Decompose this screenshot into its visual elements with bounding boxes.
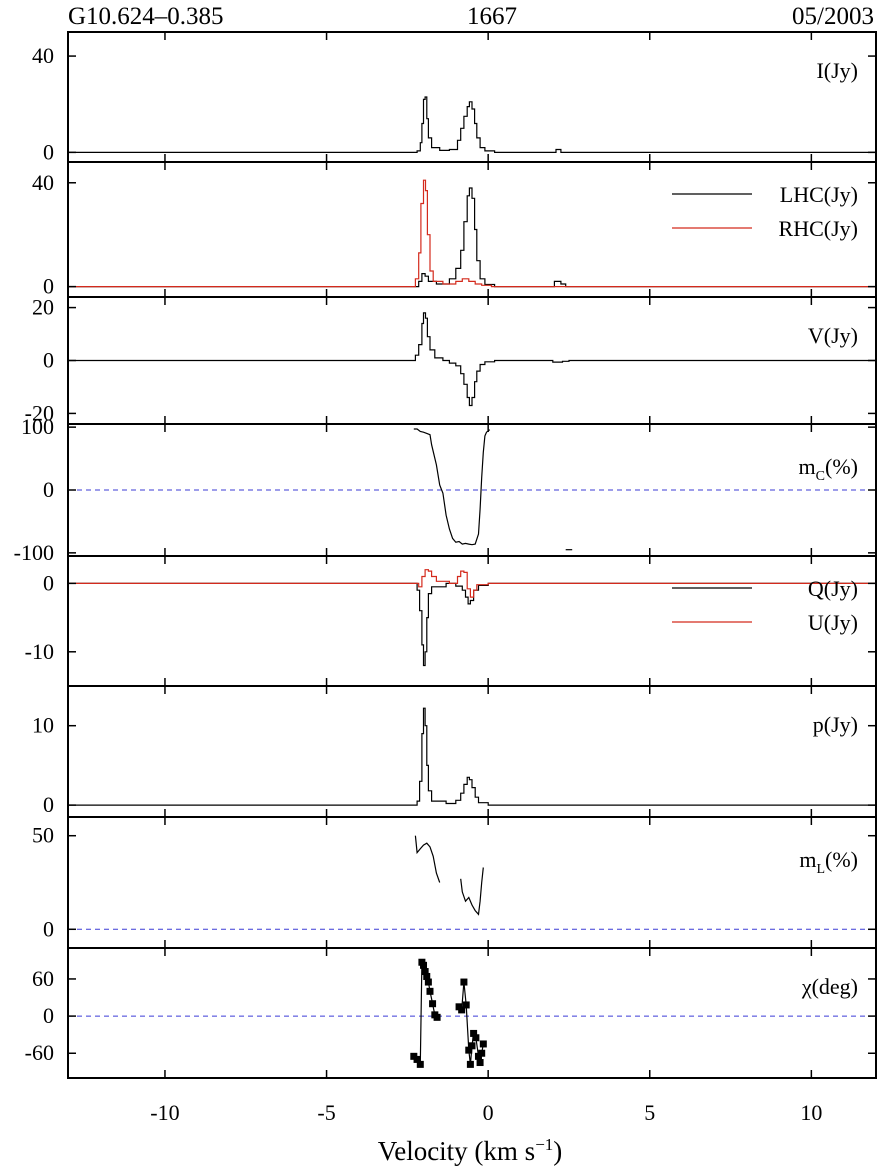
data-point-marker (476, 1059, 484, 1067)
legend-entry: RHC(Jy) (779, 216, 858, 241)
data-point-marker (433, 1013, 441, 1021)
panel-4: -100 0 100 mC(%) (14, 414, 877, 565)
y-tick-label: 0 (43, 916, 54, 941)
panel-frame (67, 161, 877, 298)
y-tick-label: 10 (32, 713, 54, 738)
y-tick-label: 20 (32, 295, 54, 320)
y-tick-label: -100 (14, 540, 54, 565)
data-point-marker (462, 1001, 470, 1009)
x-tick-label: -5 (317, 1100, 335, 1125)
x-tick-label: 10 (800, 1100, 822, 1125)
panel-label: χ(deg) (801, 974, 858, 999)
x-tick-label: 0 (483, 1100, 494, 1125)
y-tick-label: 0 (43, 348, 54, 373)
plot-area (68, 179, 876, 288)
series-line-4-1 (413, 428, 491, 546)
y-tick-label: 0 (43, 1003, 54, 1028)
data-point-marker (458, 1006, 466, 1014)
data-point-marker (465, 1046, 473, 1054)
data-point-marker (424, 978, 432, 986)
y-tick-label: 0 (43, 570, 54, 595)
y-tick-label: 0 (43, 792, 54, 817)
panel-label: mC(%) (799, 454, 858, 484)
plot-area (410, 958, 487, 1068)
series-line-6-1 (68, 707, 876, 806)
series-line-1-1 (68, 96, 876, 153)
panel-frame (67, 816, 877, 949)
legend-entry: Q(Jy) (808, 576, 858, 601)
plot-area (68, 569, 876, 667)
panel-8: -60 0 60 χ(deg) (25, 947, 877, 1079)
y-tick-label: 40 (32, 170, 54, 195)
source-name: G10.624–0.385 (68, 3, 224, 30)
data-point-marker (472, 1034, 480, 1042)
data-point-marker (423, 972, 431, 980)
data-point-marker (468, 1042, 476, 1050)
panel-label: V(Jy) (808, 323, 858, 348)
series-line-rhc-jy- (68, 179, 876, 288)
y-tick-label: -20 (25, 400, 54, 425)
panel-6: 0 10 p(Jy) (32, 685, 877, 818)
plot-area (68, 96, 876, 153)
plot-area (413, 428, 573, 551)
y-tick-label: 0 (43, 274, 54, 299)
data-point-marker (420, 961, 428, 969)
plot-area (414, 835, 484, 916)
panel-label: I(Jy) (816, 58, 858, 83)
panel-5: -10 0 Q(Jy) U(Jy) (25, 555, 877, 687)
series-line-3-1 (68, 312, 876, 407)
panel-7: 0 50 mL(%) (32, 816, 877, 949)
data-point-marker (416, 1060, 424, 1068)
series-line-u-jy- (68, 569, 876, 598)
plot-area (68, 707, 876, 806)
x-axis-title: Velocity (km s−1) (378, 1135, 563, 1166)
data-point-marker (426, 987, 434, 995)
panel-frame (67, 685, 877, 818)
x-axis: -10 -5 0 5 10 (150, 1100, 822, 1125)
legend-entry: U(Jy) (808, 610, 858, 635)
series-line-7-2 (460, 867, 484, 916)
data-point-marker (460, 978, 468, 986)
data-point-marker (413, 1055, 421, 1063)
panel-frame (67, 947, 877, 1079)
x-tick-label: -10 (150, 1100, 179, 1125)
y-tick-label: 100 (21, 414, 54, 439)
plot-area (68, 312, 876, 407)
series-line-lhc-jy- (68, 187, 876, 288)
y-tick-label: -10 (25, 639, 54, 664)
panel-label: mL(%) (799, 847, 858, 877)
series-line-7-1 (414, 835, 441, 883)
y-tick-label: 0 (43, 477, 54, 502)
data-point-marker (479, 1040, 487, 1048)
panel-2: 0 40 LHC(Jy) RHC(Jy) (32, 161, 877, 299)
observation-date: 05/2003 (792, 3, 874, 30)
y-tick-label: 40 (32, 43, 54, 68)
data-point-marker (421, 968, 429, 976)
data-point-marker (466, 1060, 474, 1068)
x-tick-label: 5 (644, 1100, 655, 1125)
panel-3: -20 0 20 V(Jy) (25, 295, 877, 425)
legend-entry: LHC(Jy) (780, 182, 858, 207)
frequency-label: 1667 (467, 3, 517, 30)
series-line-q-jy- (68, 582, 876, 667)
data-point-marker (470, 1029, 478, 1037)
data-point-marker (478, 1049, 486, 1057)
panel-label: p(Jy) (813, 712, 858, 737)
data-point-marker (429, 1000, 437, 1008)
y-tick-label: 0 (43, 139, 54, 164)
panel-frame (67, 31, 877, 163)
y-tick-label: -60 (25, 1040, 54, 1065)
y-tick-label: 50 (32, 823, 54, 848)
panel-frame (67, 555, 877, 687)
panel-1: 0 40 I(Jy) (32, 31, 877, 164)
y-tick-label: 60 (32, 966, 54, 991)
